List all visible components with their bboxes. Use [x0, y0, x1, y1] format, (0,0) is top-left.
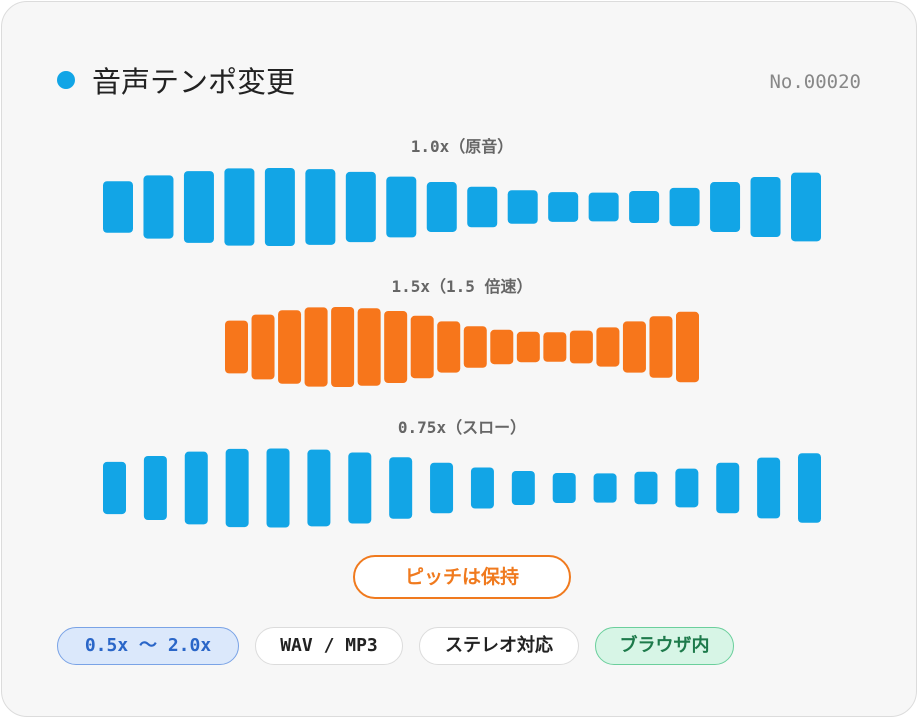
wave-bar	[331, 307, 355, 387]
item-number: No.00020	[769, 71, 861, 93]
wave-bar	[386, 176, 417, 238]
wave-bar	[634, 471, 658, 505]
wave-bar	[225, 320, 248, 374]
wave-bar	[543, 332, 567, 362]
wave-bar	[552, 472, 576, 504]
wave-bar	[251, 314, 275, 380]
tag: ステレオ対応	[419, 627, 579, 665]
wave-bar	[348, 452, 372, 524]
tag: WAV / MP3	[255, 627, 403, 665]
wave-bar	[791, 172, 821, 242]
wave-bar	[798, 453, 821, 523]
title: 音声テンポ変更	[92, 65, 296, 99]
wave-bar	[183, 171, 214, 243]
status-dot	[57, 71, 75, 89]
wave-bar	[750, 176, 781, 238]
badge: ピッチは保持	[353, 555, 571, 599]
wave-bar	[463, 326, 487, 368]
wave-bar	[224, 168, 255, 246]
wave-bar	[596, 327, 620, 367]
wave-bar	[345, 171, 376, 243]
wave-bar	[516, 331, 540, 363]
wave-bar	[305, 169, 336, 245]
wave-bar	[675, 468, 699, 508]
wave-bar	[184, 451, 208, 525]
wave-bar	[467, 186, 498, 228]
wave-bar	[103, 461, 126, 515]
wave-bar	[669, 187, 700, 227]
wave-bar	[430, 462, 454, 514]
wave-bar	[716, 462, 740, 514]
wave-bar	[622, 321, 646, 373]
wave-bar	[307, 449, 331, 527]
wave-bar	[593, 473, 617, 503]
wave-bar	[143, 175, 174, 239]
wave-bar	[649, 316, 673, 378]
wave-bar	[304, 307, 328, 387]
wave-bar	[357, 308, 381, 386]
wave-bar	[507, 190, 538, 224]
wave-bar	[470, 467, 494, 509]
wave-bar	[103, 181, 133, 233]
wave-bar	[548, 192, 579, 222]
row-label: 0.75x（スロー）	[397, 418, 527, 437]
wave-bar	[264, 168, 295, 246]
wave-bar	[757, 457, 781, 519]
wave-bar	[676, 311, 699, 383]
tag: 0.5x 〜 2.0x	[57, 627, 239, 665]
wave-bar	[225, 448, 249, 528]
wave-bar	[266, 448, 290, 528]
row-label: 1.5x（1.5 倍速）	[391, 277, 533, 296]
tag: ブラウザ内	[595, 627, 734, 665]
wave-bar	[384, 311, 408, 383]
wave-bar	[511, 471, 535, 505]
wave-bar	[569, 330, 593, 364]
wave-bar	[588, 192, 619, 222]
wave-bar	[710, 182, 741, 232]
wave-bar	[389, 457, 413, 519]
wave-bar	[143, 456, 167, 520]
wave-bar	[490, 329, 514, 365]
row-label: 1.0x（原音）	[410, 137, 514, 156]
wave-bar	[437, 321, 461, 373]
wave-bar	[426, 182, 457, 232]
wave-bar	[278, 310, 302, 384]
wave-bar	[629, 191, 660, 223]
wave-bar	[410, 315, 434, 379]
